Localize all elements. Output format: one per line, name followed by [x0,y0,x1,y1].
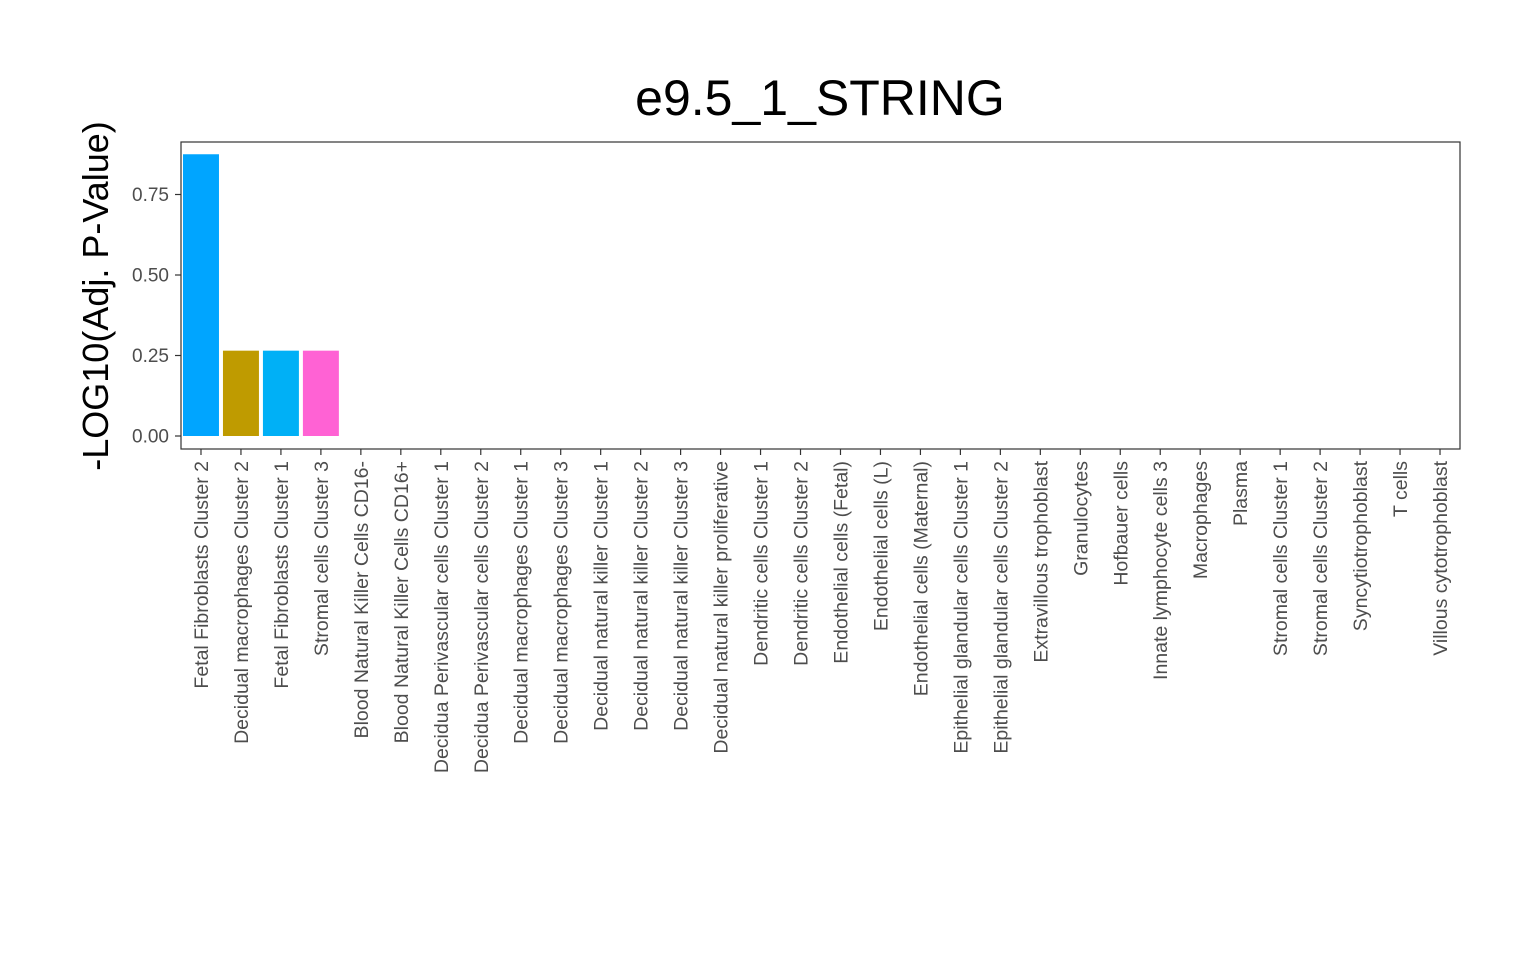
bars [182,154,339,436]
bar-2 [222,350,259,436]
x-tick-label: Decidual natural killer Cluster 1 [591,461,613,731]
x-tick-label: Stromal cells Cluster 3 [311,461,333,656]
x-tick-label: Blood Natural Killer Cells CD16+ [391,461,413,743]
y-tick-label: 0.50 [132,266,169,287]
x-axis: Fetal Fibroblasts Cluster 2 Decidual macr… [191,449,1452,773]
y-axis-label: -LOG10(Adj. P-Value) [75,121,116,470]
x-tick-label: Decidual natural killer Cluster 3 [671,461,693,731]
y-tick-label: 0.00 [132,427,169,448]
x-tick-label: Villous cytotrophoblast [1430,460,1452,655]
bar-1 [182,154,219,436]
x-tick-label: Epithelial glandular cells Cluster 2 [990,461,1012,754]
x-tick-label: T cells [1390,461,1412,517]
chart-title: e9.5_1_STRING [635,70,1005,126]
x-tick-label: Plasma [1230,461,1252,526]
x-tick-label: Innate lymphocyte cells 3 [1150,461,1172,680]
x-tick-label: Epithelial glandular cells Cluster 1 [950,461,972,754]
y-tick-label: 0.75 [132,185,169,206]
x-tick-label: Extravillous trophoblast [1030,460,1052,662]
x-tick-label: Decidual macrophages Cluster 2 [231,461,253,744]
x-tick-label: Decidual natural killer proliferative [711,461,733,754]
x-tick-label: Syncytiotrophoblast [1350,460,1372,631]
x-tick-label: Decidua Perivascular cells Cluster 1 [431,461,453,773]
x-tick-label: Decidua Perivascular cells Cluster 2 [471,461,493,773]
x-tick-label: Fetal Fibroblasts Cluster 1 [271,461,293,689]
x-tick-label: Dendritic cells Cluster 1 [751,461,773,666]
y-axis: 0.00 0.25 0.50 0.75 [132,185,181,448]
y-tick-label: 0.25 [132,346,169,367]
bar-4 [302,350,339,436]
x-tick-label: Blood Natural Killer Cells CD16- [351,461,373,738]
x-tick-label: Macrophages [1190,461,1212,579]
x-tick-label: Endothelial cells (L) [870,461,892,631]
x-tick-label: Endothelial cells (Maternal) [910,461,932,696]
x-tick-label: Decidual macrophages Cluster 1 [511,461,533,744]
x-tick-label: Fetal Fibroblasts Cluster 2 [191,461,213,689]
plot-panel [180,141,1461,450]
x-tick-label: Endothelial cells (Fetal) [830,461,852,664]
x-tick-label: Decidual macrophages Cluster 3 [551,461,573,744]
x-tick-label: Decidual natural killer Cluster 2 [631,461,653,731]
bar-3 [262,350,299,436]
x-tick-label: Stromal cells Cluster 1 [1270,461,1292,656]
x-tick-label: Granulocytes [1070,461,1092,576]
x-tick-label: Dendritic cells Cluster 2 [791,461,813,666]
x-tick-label: Stromal cells Cluster 2 [1310,461,1332,656]
x-tick-label: Hofbauer cells [1110,461,1132,586]
